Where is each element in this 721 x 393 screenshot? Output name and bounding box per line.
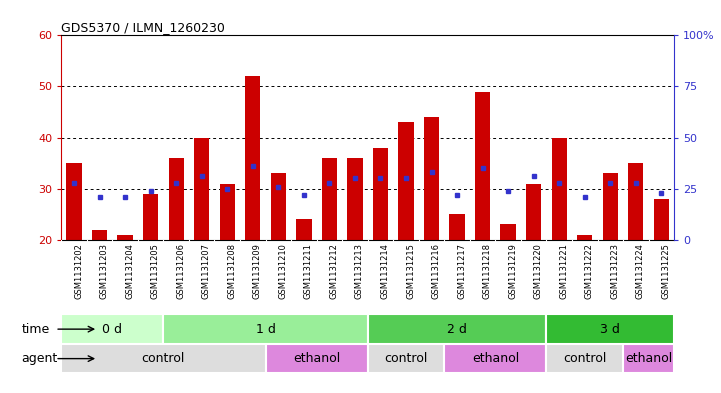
Bar	[398, 122, 414, 240]
Bar	[577, 235, 593, 240]
Bar	[444, 344, 547, 373]
Text: agent: agent	[22, 352, 58, 365]
Text: GSM1131219: GSM1131219	[508, 243, 517, 299]
Bar	[368, 344, 444, 373]
Bar	[194, 138, 209, 240]
Text: GSM1131225: GSM1131225	[661, 243, 671, 299]
Bar	[500, 224, 516, 240]
Bar	[623, 344, 674, 373]
Text: ethanol: ethanol	[625, 352, 672, 365]
Bar	[424, 117, 439, 240]
Bar	[143, 194, 159, 240]
Bar	[475, 92, 490, 240]
Text: GSM1131208: GSM1131208	[227, 243, 236, 299]
Text: 1 d: 1 d	[256, 323, 275, 336]
Bar	[603, 173, 618, 240]
Bar	[169, 158, 184, 240]
Text: GSM1131206: GSM1131206	[176, 243, 185, 299]
Text: control: control	[384, 352, 428, 365]
Text: GSM1131204: GSM1131204	[125, 243, 134, 299]
Bar	[118, 235, 133, 240]
Bar	[449, 214, 465, 240]
Bar	[547, 344, 623, 373]
Bar	[220, 184, 235, 240]
Text: GSM1131222: GSM1131222	[585, 243, 594, 299]
Bar	[92, 230, 107, 240]
Bar	[628, 163, 644, 240]
Bar	[348, 158, 363, 240]
Bar	[66, 163, 81, 240]
Bar	[368, 314, 547, 344]
Text: GDS5370 / ILMN_1260230: GDS5370 / ILMN_1260230	[61, 21, 225, 34]
Bar	[526, 184, 541, 240]
Text: GSM1131202: GSM1131202	[74, 243, 83, 299]
Bar	[296, 219, 311, 240]
Text: GSM1131211: GSM1131211	[304, 243, 313, 299]
Text: ethanol: ethanol	[293, 352, 340, 365]
Bar	[61, 314, 164, 344]
Text: GSM1131221: GSM1131221	[559, 243, 568, 299]
Bar	[61, 344, 265, 373]
Text: GSM1131207: GSM1131207	[202, 243, 211, 299]
Text: control: control	[563, 352, 606, 365]
Text: GSM1131210: GSM1131210	[278, 243, 288, 299]
Bar	[373, 148, 388, 240]
Bar	[245, 76, 260, 240]
Bar	[164, 314, 368, 344]
Text: GSM1131209: GSM1131209	[253, 243, 262, 299]
Bar	[270, 173, 286, 240]
Text: GSM1131223: GSM1131223	[610, 243, 619, 299]
Bar	[322, 158, 337, 240]
Text: 2 d: 2 d	[447, 323, 467, 336]
Text: GSM1131213: GSM1131213	[355, 243, 364, 299]
Bar	[552, 138, 567, 240]
Text: GSM1131218: GSM1131218	[482, 243, 492, 299]
Text: GSM1131214: GSM1131214	[381, 243, 389, 299]
Text: ethanol: ethanol	[472, 352, 519, 365]
Text: GSM1131203: GSM1131203	[99, 243, 109, 299]
Text: 0 d: 0 d	[102, 323, 123, 336]
Bar	[547, 314, 674, 344]
Text: GSM1131212: GSM1131212	[329, 243, 338, 299]
Text: control: control	[142, 352, 185, 365]
Text: time: time	[22, 323, 50, 336]
Text: GSM1131215: GSM1131215	[406, 243, 415, 299]
Text: GSM1131217: GSM1131217	[457, 243, 466, 299]
Text: 3 d: 3 d	[601, 323, 620, 336]
Bar	[265, 344, 368, 373]
Bar	[654, 199, 669, 240]
Text: GSM1131220: GSM1131220	[534, 243, 543, 299]
Text: GSM1131205: GSM1131205	[151, 243, 159, 299]
Text: GSM1131216: GSM1131216	[432, 243, 441, 299]
Text: GSM1131224: GSM1131224	[636, 243, 645, 299]
